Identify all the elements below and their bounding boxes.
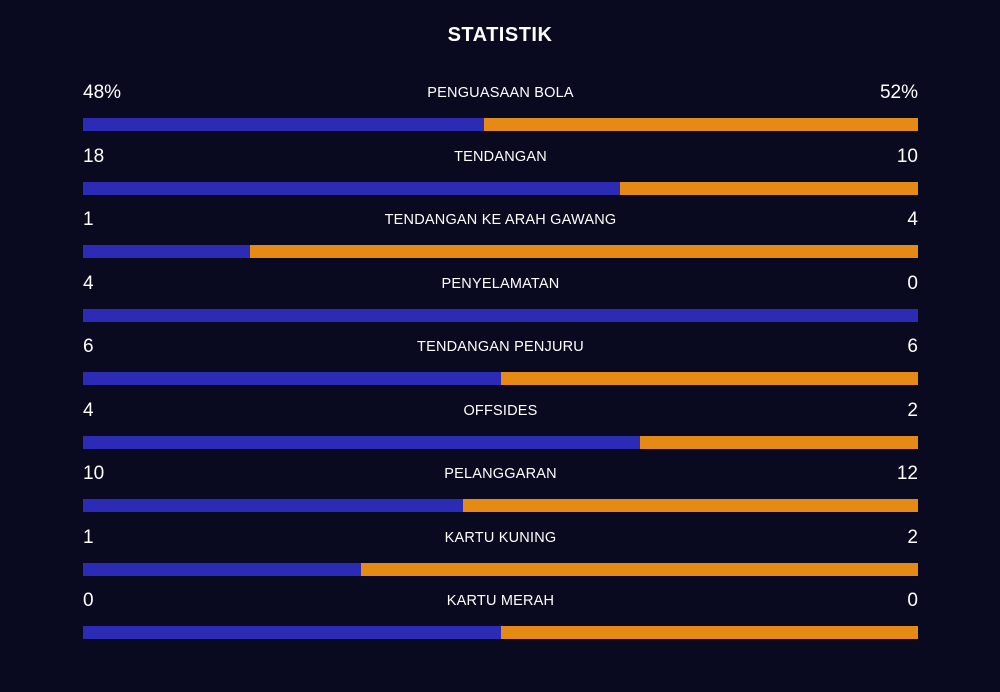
- home-value: 1: [83, 209, 94, 230]
- stat-bar: [83, 245, 918, 258]
- away-value: 4: [907, 209, 918, 230]
- home-bar: [83, 308, 918, 322]
- stat-bar: [83, 435, 918, 449]
- home-value: 10: [83, 463, 105, 484]
- away-bar: [500, 372, 918, 385]
- away-bar: [500, 626, 918, 639]
- stat-label: TENDANGAN PENJURU: [417, 339, 584, 355]
- stat-label: PELANGGARAN: [444, 466, 557, 482]
- home-bar: [83, 626, 501, 639]
- away-value: 0: [907, 590, 918, 611]
- away-bar: [639, 435, 918, 449]
- home-bar: [83, 245, 250, 258]
- stat-row-shots: 18 TENDANGAN 10: [83, 144, 918, 208]
- home-value: 18: [83, 145, 105, 167]
- stat-row-fouls: 10 PELANGGARAN 12: [83, 461, 918, 525]
- stat-row-yellow-cards: 1 KARTU KUNING 2: [83, 525, 918, 589]
- away-value: 52%: [879, 82, 918, 103]
- home-value: 0: [83, 590, 94, 611]
- away-value: 2: [907, 399, 918, 421]
- away-value: 6: [907, 336, 918, 357]
- home-bar: [83, 435, 640, 449]
- away-bar: [361, 562, 918, 576]
- stats-list: 48% PENGUASAAN BOLA 52% 18 TENDANGAN 10: [83, 80, 918, 652]
- stat-label: KARTU MERAH: [446, 593, 555, 609]
- home-value: 6: [83, 336, 94, 357]
- stat-row-corners: 6 TENDANGAN PENJURU 6: [83, 334, 918, 398]
- stat-bar: [83, 626, 918, 639]
- stat-row-saves: 4 PENYELAMATAN 0: [83, 271, 918, 335]
- stat-bar: [83, 562, 918, 576]
- away-bar: [250, 245, 918, 258]
- stat-bar: [83, 118, 918, 131]
- stat-bar: [83, 372, 918, 385]
- away-bar: [619, 181, 918, 195]
- stat-label: OFFSIDES: [463, 402, 538, 419]
- away-value: 2: [907, 526, 918, 548]
- home-value: 4: [83, 399, 94, 421]
- stat-row-shots-on-target: 1 TENDANGAN KE ARAH GAWANG 4: [83, 207, 918, 271]
- away-bar: [483, 118, 918, 131]
- away-value: 12: [896, 463, 918, 484]
- stat-label: PENYELAMATAN: [441, 275, 560, 292]
- home-bar: [83, 181, 620, 195]
- away-value: 0: [907, 272, 918, 294]
- stat-label: PENGUASAAN BOLA: [427, 85, 574, 101]
- stat-bar: [83, 181, 918, 195]
- home-bar: [83, 372, 501, 385]
- stat-label: KARTU KUNING: [444, 529, 557, 546]
- home-bar: [83, 118, 484, 131]
- panel-title: STATISTIK: [447, 24, 553, 46]
- stat-label: TENDANGAN KE ARAH GAWANG: [384, 212, 617, 228]
- stat-bar: [83, 308, 918, 322]
- away-value: 10: [896, 145, 918, 167]
- stat-row-red-cards: 0 KARTU MERAH 0: [83, 588, 918, 652]
- stat-row-possession: 48% PENGUASAAN BOLA 52%: [83, 80, 918, 144]
- stat-row-offsides: 4 OFFSIDES 2: [83, 398, 918, 462]
- home-value: 48%: [83, 82, 122, 103]
- stat-label: TENDANGAN: [454, 148, 547, 165]
- home-bar: [83, 499, 463, 512]
- home-value: 1: [83, 526, 94, 548]
- stat-bar: [83, 499, 918, 512]
- home-value: 4: [83, 272, 94, 294]
- home-bar: [83, 562, 362, 576]
- away-bar: [462, 499, 918, 512]
